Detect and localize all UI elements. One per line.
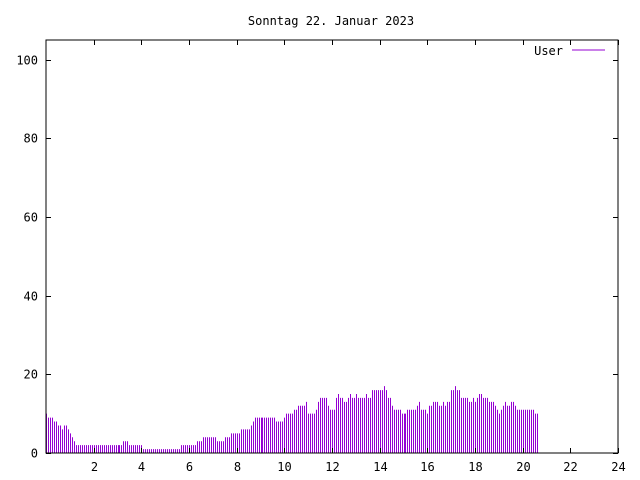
x-tick-label: 2 <box>91 460 98 474</box>
y-tick-label: 40 <box>24 290 38 304</box>
x-tick-label: 22 <box>563 460 577 474</box>
x-tick-label: 20 <box>516 460 530 474</box>
y-tick-label: 80 <box>24 132 38 146</box>
y-tick-label: 20 <box>24 368 38 382</box>
legend-label-user: User <box>534 44 563 58</box>
y-tick-label: 100 <box>16 54 38 68</box>
x-tick-label: 14 <box>373 460 387 474</box>
y-tick-label: 0 <box>31 447 38 461</box>
chart-title: Sonntag 22. Januar 2023 <box>248 14 414 28</box>
x-tick-label: 16 <box>420 460 434 474</box>
x-tick-label: 6 <box>186 460 193 474</box>
y-tick-label: 60 <box>24 211 38 225</box>
legend: User <box>534 44 605 58</box>
x-tick-label: 10 <box>277 460 291 474</box>
plot-frame <box>45 39 619 454</box>
bars-group <box>46 386 538 453</box>
x-tick-label: 24 <box>611 460 625 474</box>
x-tick-label: 8 <box>234 460 241 474</box>
x-tick-label: 12 <box>325 460 339 474</box>
x-tick-label: 4 <box>138 460 145 474</box>
x-tick-label: 18 <box>468 460 482 474</box>
